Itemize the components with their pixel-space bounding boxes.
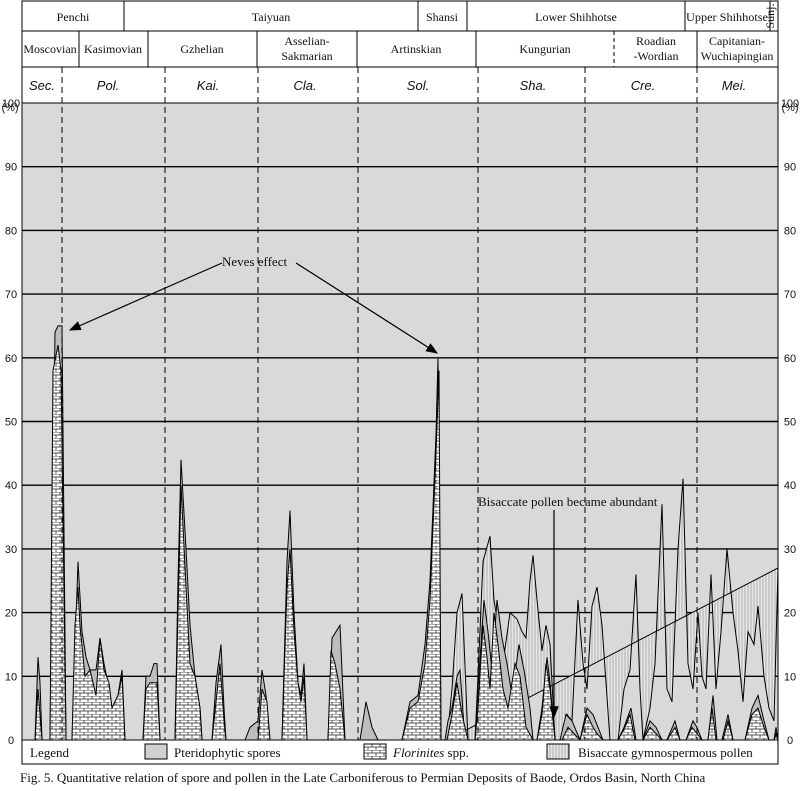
plot-area: 0 10 20 30 40 50 60 70 80 90 100 0 10 20 30 40 50 60 70 80… (1, 67, 799, 747)
y-tick-label-left: 90 (5, 162, 17, 174)
legend-label-bisaccate: Bisaccate gymnospermous pollen (578, 745, 753, 760)
stage-capitanian: Capitanian- (709, 34, 765, 48)
neves-arrow-left (68, 262, 223, 331)
stage-gzhelian: Gzhelian (180, 42, 223, 56)
y-tick-label-left: 50 (5, 417, 17, 429)
legend-swatch-bisaccate (546, 743, 570, 760)
formation-row: Penchi Taiyuan Shansi Lower Shihhotse Up… (21, 0, 779, 32)
legend-title: Legend (30, 745, 69, 760)
zone-sha: Sha. (520, 78, 547, 93)
y-tick-label-left: 10 (5, 671, 17, 683)
y-axis-right: 0 10 20 30 40 50 60 70 80 90 100 (781, 98, 799, 747)
stage-moscovian: Moscovian (23, 42, 76, 56)
stage-sakmarian: Sakmarian (281, 49, 332, 63)
legend-label-spores: Pteridophytic spores (174, 745, 281, 760)
y-tick-label-right: 50 (784, 417, 796, 429)
stage-asselian: Asselian- (284, 34, 329, 48)
y-tick-label-right: 0 (787, 735, 793, 747)
formation-taiyuan: Taiyuan (252, 10, 290, 24)
annotations: Neves effect Bisaccate pollen became abu… (68, 254, 658, 719)
formation-sunjiagou: Sunj. (763, 3, 777, 28)
stage-kasimovian: Kasimovian (84, 42, 142, 56)
y-tick-label-right: 40 (784, 480, 796, 492)
stage-artinskian: Artinskian (391, 42, 442, 56)
formation-upper-shihhotse: Upper Shihhotse (686, 10, 768, 24)
annotation-neves-effect: Neves effect (222, 254, 287, 269)
zone-cla: Cla. (293, 78, 316, 93)
y-tick-label-right: 100 (781, 98, 799, 110)
y-tick-label-right: 20 (784, 608, 796, 620)
stage-kungurian: Kungurian (519, 42, 570, 56)
zone-mei: Mei. (722, 78, 747, 93)
stage-wordian: -Wordian (633, 49, 678, 63)
y-tick-label-right: 80 (784, 225, 796, 237)
stage-roadian: Roadian (636, 34, 676, 48)
zone-sol: Sol. (407, 78, 429, 93)
y-tick-label-left: 70 (5, 289, 17, 301)
zone-pol: Pol. (97, 78, 119, 93)
y-tick-label-left: 100 (2, 98, 20, 110)
y-unit-right: (%) (781, 102, 798, 114)
legend-label-florinites: Florinites spp. (392, 745, 469, 760)
figure-caption: Fig. 5. Quantitative relation of spore a… (20, 770, 705, 785)
legend-swatch-florinites (363, 743, 387, 760)
stage-wuchiapingian: Wuchiapingian (701, 49, 774, 63)
zone-sec: Sec. (29, 78, 55, 93)
zone-boundaries (61, 67, 698, 740)
y-tick-label-right: 60 (784, 353, 796, 365)
legend: Legend Pteridophytic spores Florinites s… (21, 739, 779, 765)
y-tick-label-left: 80 (5, 225, 17, 237)
zone-cre: Cre. (631, 78, 656, 93)
y-unit-left: (%) (1, 102, 18, 114)
y-tick-label-right: 30 (784, 544, 796, 556)
legend-swatch-spores (144, 743, 168, 760)
y-tick-label-left: 60 (5, 353, 17, 365)
y-tick-label-right: 90 (784, 162, 796, 174)
y-tick-label-left: 0 (8, 735, 14, 747)
y-tick-label-right: 10 (784, 671, 796, 683)
stage-row: Moscovian Kasimovian Gzhelian Asselian- … (21, 30, 779, 68)
formation-penchi: Penchi (57, 10, 90, 24)
formation-shansi: Shansi (426, 10, 459, 24)
neves-arrow-right (295, 262, 439, 354)
y-tick-label-left: 40 (5, 480, 17, 492)
y-axis-left: 0 10 20 30 40 50 60 70 80 90 100 (2, 98, 20, 747)
formation-lower-shihhotse: Lower Shihhotse (535, 10, 617, 24)
zone-row: Sec. Pol. Kai. Cla. Sol. Sha. Cre. Mei. (21, 66, 779, 104)
zone-kai: Kai. (197, 78, 219, 93)
y-tick-label-left: 20 (5, 608, 17, 620)
gridlines (22, 165, 778, 677)
y-tick-label-left: 30 (5, 544, 17, 556)
annotation-bisaccate-abundant: Bisaccate pollen became abundant (478, 494, 658, 509)
y-tick-label-right: 70 (784, 289, 796, 301)
